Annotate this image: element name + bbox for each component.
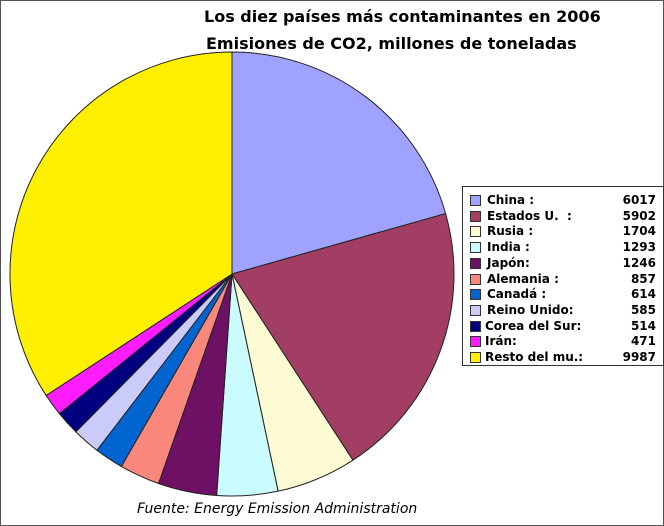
legend-label: Resto del mu.: (485, 350, 584, 364)
chart-subtitle: Emisiones de CO2, millones de toneladas (206, 34, 577, 53)
legend-item: Rusia : 1704 (470, 224, 656, 239)
chart-title: Los diez países más contaminantes en 200… (204, 7, 601, 26)
pie-slice (9, 51, 233, 397)
legend-swatch (470, 352, 481, 363)
legend-value: 857 (630, 271, 656, 286)
legend-swatch (470, 336, 481, 348)
legend-value: 1246 (622, 255, 656, 270)
legend-item: Irán: 471 (470, 334, 656, 349)
legend-swatch (470, 257, 481, 269)
legend-label: China : (487, 193, 535, 207)
legend-label: Alemania : (487, 271, 559, 286)
legend-value: 1293 (622, 240, 656, 255)
legend-item: Corea del Sur: 514 (470, 319, 656, 334)
legend-swatch (470, 289, 481, 301)
legend-swatch (470, 320, 481, 332)
legend-value: 514 (630, 318, 656, 333)
legend-item: India : 1293 (470, 240, 656, 255)
legend-label: Rusia : (487, 224, 534, 239)
legend-value: 614 (630, 287, 656, 302)
legend-item: China : 6017 (470, 193, 656, 208)
legend-swatch (470, 226, 481, 238)
legend-label: Corea del Sur: (485, 318, 582, 333)
legend-label: Japón: (487, 255, 530, 270)
legend-label: India : (487, 240, 530, 255)
legend-value: 9987 (622, 350, 656, 364)
legend-swatch (470, 304, 481, 316)
legend-swatch (470, 210, 481, 222)
legend-item: Japón: 1246 (470, 256, 656, 271)
legend-label: Canadá : (487, 287, 547, 302)
legend-swatch (470, 195, 481, 206)
legend-swatch (470, 242, 481, 254)
legend-value: 5902 (622, 208, 656, 223)
legend-value: 585 (630, 302, 656, 317)
chart-source: Fuente: Energy Emission Administration (137, 501, 418, 517)
legend-item: Resto del mu.: 9987 (470, 350, 656, 365)
legend-swatch (470, 273, 481, 285)
pie-slice (231, 51, 447, 275)
legend-label: Reino Unido: (487, 302, 574, 317)
legend-value: 6017 (622, 193, 656, 207)
legend-label: Irán: (485, 334, 517, 349)
chart-legend: China :6017 Estados U. :5902 Rusia :1704 In… (462, 186, 664, 366)
legend-item: Estados U. : 5902 (470, 209, 656, 224)
legend-item: Canadá : 614 (470, 287, 656, 302)
legend-item: Reino Unido: 585 (470, 303, 656, 318)
legend-item: Alemania : 857 (470, 272, 656, 287)
legend-value: 1704 (622, 224, 656, 239)
pie-slice (231, 212, 455, 461)
legend-value: 471 (630, 334, 656, 349)
legend-label: Estados U. : (487, 208, 572, 223)
